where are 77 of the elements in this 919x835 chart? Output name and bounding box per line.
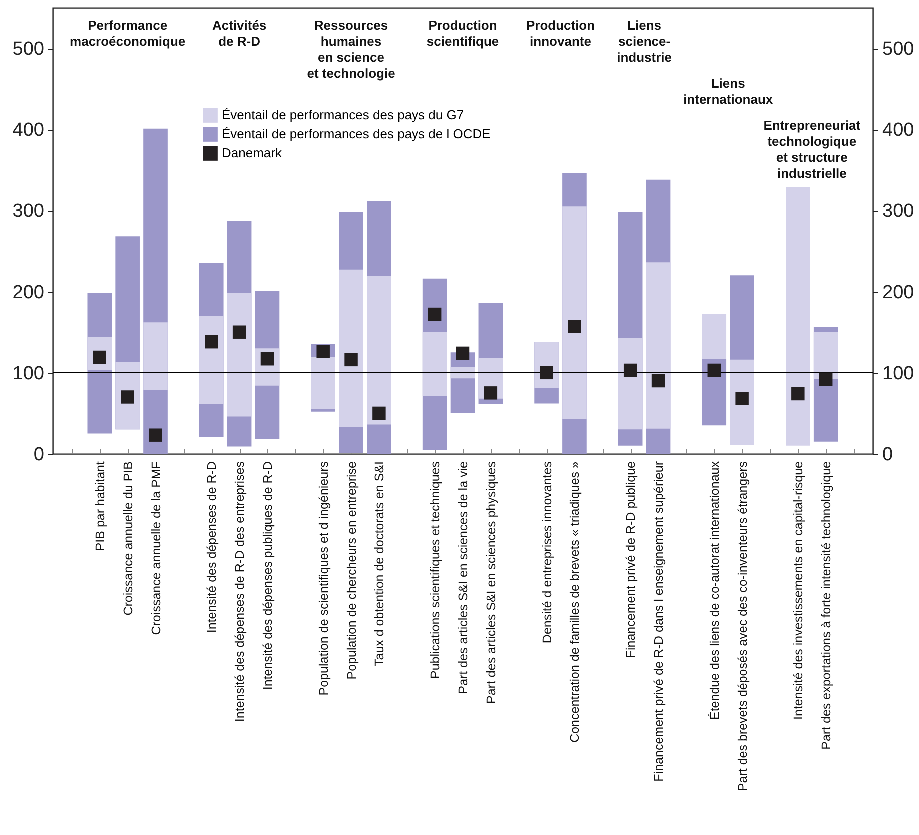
x-tick-label: Financement privé de R-D dans l enseignement supérieur (652, 462, 666, 782)
x-tick-label: Part des articles S&I en sciences physiques (484, 462, 498, 704)
bar (562, 206, 587, 420)
point (149, 428, 162, 442)
x-tick-label: Croissance annuelle de la PMF (149, 461, 164, 636)
point (736, 392, 749, 406)
point (260, 352, 274, 366)
y-tick-label: 300 (12, 201, 44, 222)
point (819, 372, 833, 386)
annotation: Production innovante (526, 18, 596, 49)
annotation: Performance macroéconomique (70, 18, 186, 49)
y-tick-label: 200 (12, 282, 44, 304)
bar (814, 332, 838, 380)
bar (730, 360, 754, 446)
point (652, 374, 666, 388)
x-tick-label: Intensité des dépenses de R-D des entreprises (233, 462, 248, 722)
x-tick-label: Part des articles S&I en sciences de la vie (456, 461, 470, 694)
x-tick-label: Intensité des investissements en capital-risque (792, 461, 806, 720)
bar (618, 338, 643, 430)
point (456, 346, 470, 360)
point (540, 366, 554, 380)
bar (646, 262, 671, 429)
x-tick-label: Intensité des dépenses de R-D (205, 462, 220, 634)
x-tick-label: Publications scientifiques et techniques (428, 462, 443, 679)
x-tick-label: PIB par habitant (93, 460, 108, 552)
annotation: Entrepreneuriat technologique et structure industrielle (764, 118, 862, 181)
point (344, 353, 358, 367)
y2-tick-label: 400 (882, 120, 914, 142)
x-tick-label: Population de scientifiques et d ingénieurs (316, 462, 331, 696)
legend-label: Éventail de performances des pays du G7 (222, 108, 464, 122)
legend-label: Éventail de performances des pays de l OCDE (222, 126, 492, 142)
point (121, 390, 134, 404)
bar (227, 293, 252, 417)
x-tick-label: Part des exportations à forte intensité technologique (820, 461, 834, 750)
bar (702, 314, 727, 360)
annotation: Activités de R-D (212, 18, 267, 49)
y-tick-label: 0 (34, 444, 44, 466)
point (372, 406, 386, 420)
point (205, 335, 218, 349)
bar (339, 270, 364, 428)
x-tick-label: Taux d obtention de doctorats en S&I (372, 462, 387, 666)
x-tick-label: Financement privé de R-D publique (624, 461, 638, 658)
y-tick-label: 500 (12, 39, 44, 60)
bar (311, 358, 336, 410)
bar (199, 316, 224, 405)
bar (367, 276, 392, 425)
annotation: Liens science- industrie (617, 18, 672, 65)
point (316, 345, 330, 358)
annotation: Production scientifique (426, 18, 500, 49)
annotation: Liens internationaux (684, 76, 774, 107)
bar (786, 187, 810, 446)
point (792, 387, 805, 401)
y2-tick-label: 0 (882, 444, 894, 466)
y-tick-label: 100 (12, 363, 44, 384)
y2-tick-label: 100 (882, 363, 914, 384)
y2-tick-label: 200 (882, 282, 914, 304)
bar (422, 332, 448, 396)
point (232, 326, 246, 339)
bar (450, 367, 476, 379)
point (624, 364, 638, 378)
x-tick-label: Part des brevets déposés avec des co-inventeurs étrangers (736, 462, 750, 792)
annotation: Ressources humaines en science et technologie (307, 18, 396, 81)
x-tick-label: Étendue des liens de co-autorat internationaux (708, 460, 722, 720)
y-tick-label: 400 (12, 120, 44, 142)
x-tick-label: Intensité des dépenses publiques de R-D (260, 462, 275, 690)
point (428, 308, 442, 322)
point (484, 386, 498, 400)
point (568, 320, 582, 334)
y2-tick-label: 500 (882, 39, 914, 60)
y2-tick-label: 300 (882, 201, 914, 222)
x-tick-label: Concentration de familles de brevets « triadiques » (568, 461, 582, 743)
x-tick-label: Population de chercheurs en entreprise (344, 461, 359, 680)
legend-label: Danemark (222, 146, 282, 160)
bar (144, 322, 168, 390)
x-tick-label: Densité d entreprises innovantes (540, 462, 554, 644)
point (708, 364, 721, 378)
x-tick-label: Croissance annuelle du PIB (121, 462, 136, 616)
